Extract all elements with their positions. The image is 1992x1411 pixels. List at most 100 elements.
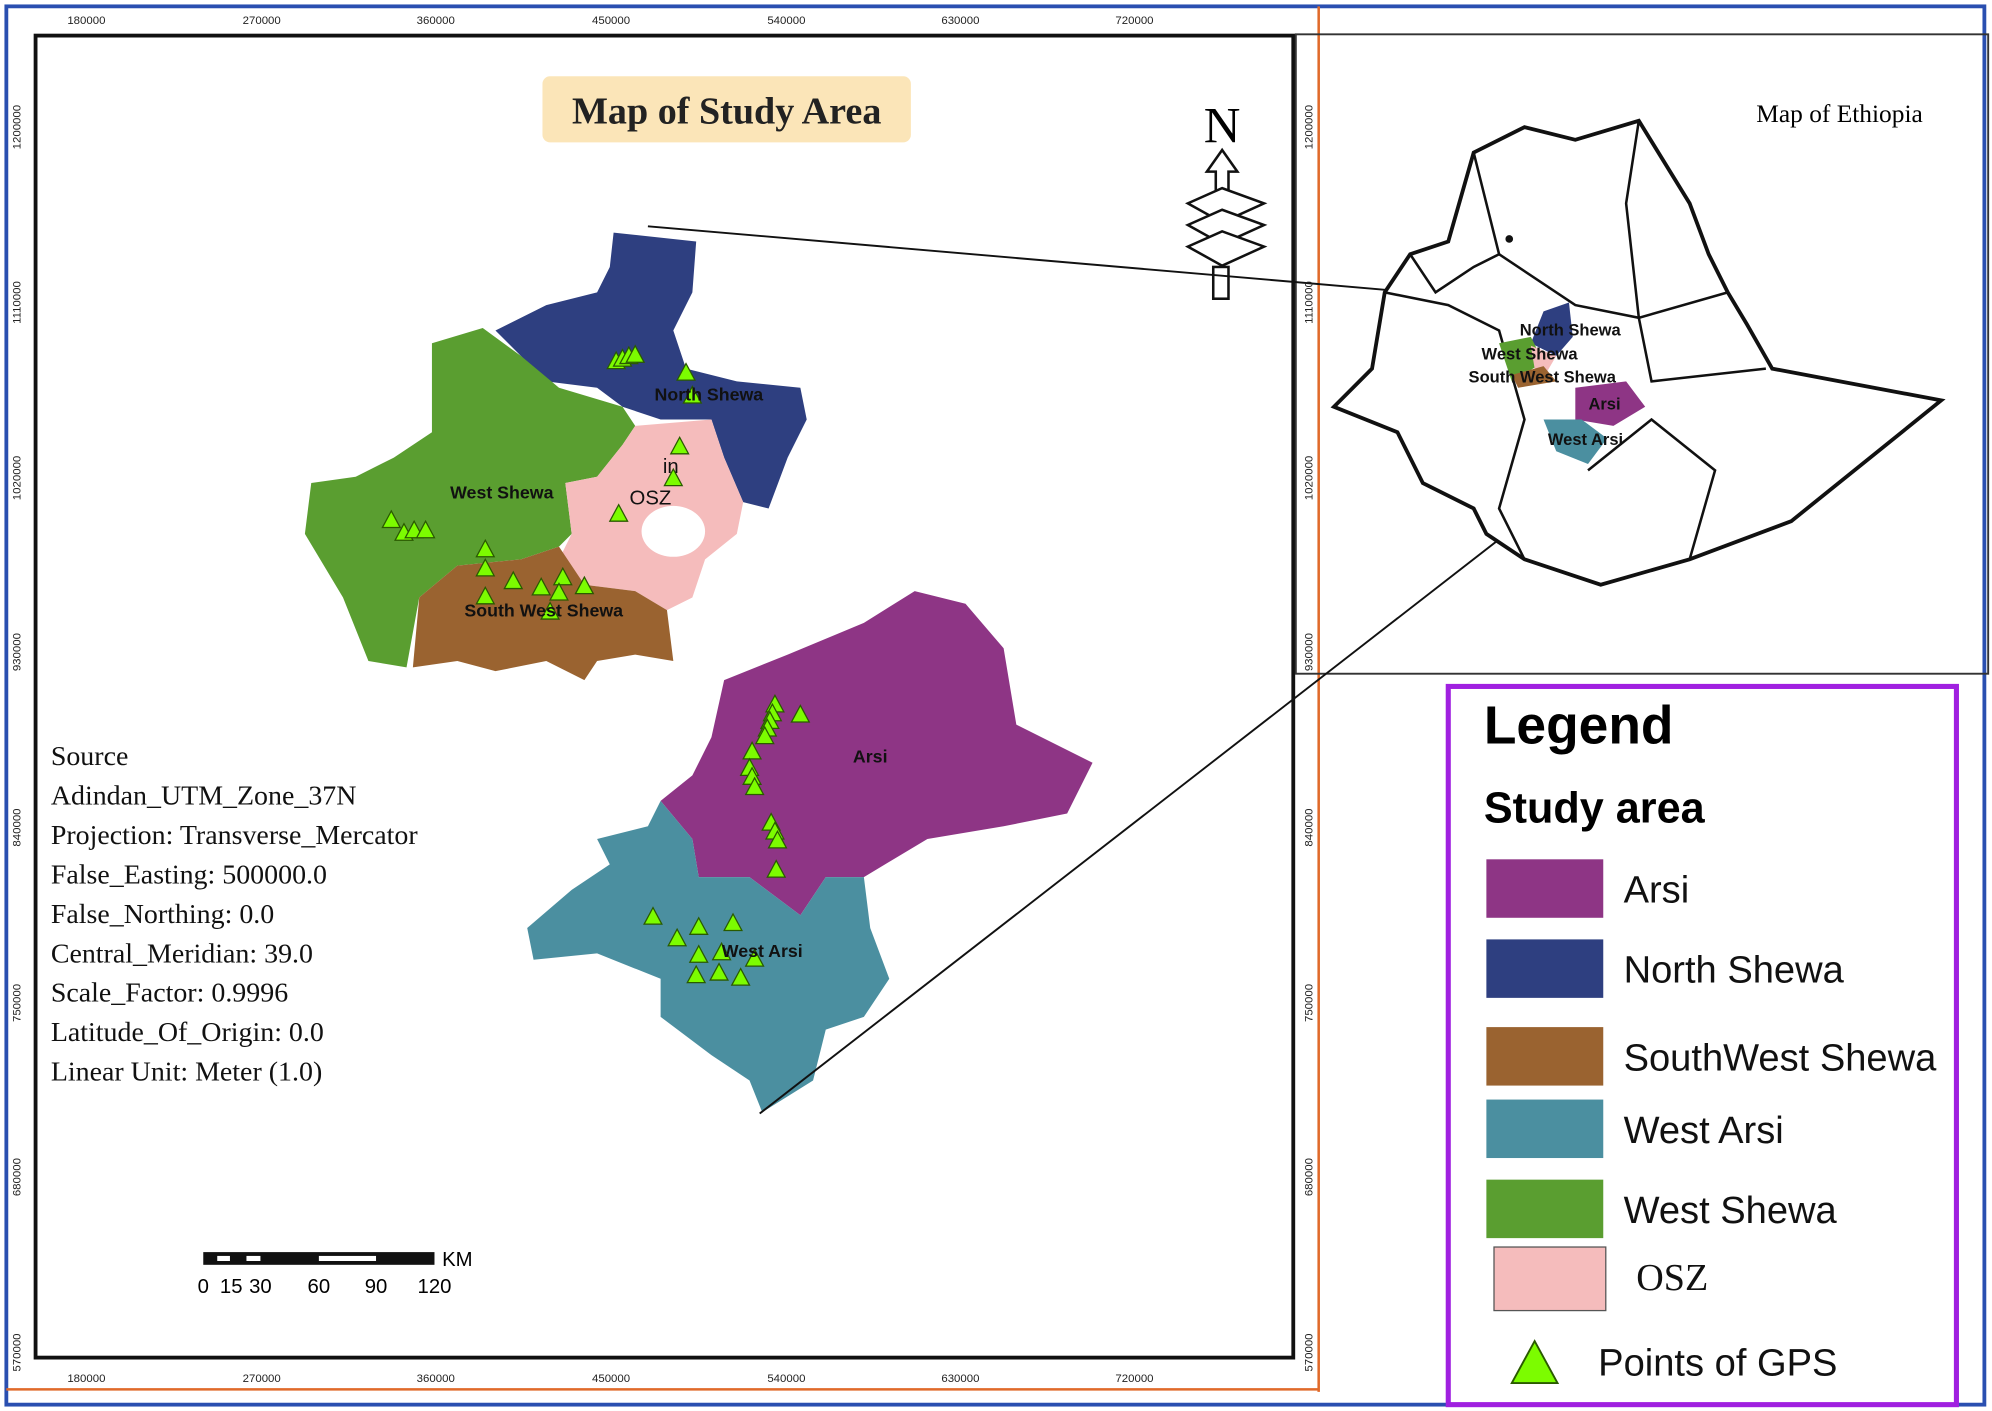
legend-swatch bbox=[1493, 1246, 1607, 1312]
source-line: Scale_Factor: 0.9996 bbox=[51, 978, 288, 1009]
x-tick-label: 450000 bbox=[592, 15, 630, 27]
region-label: OSZ bbox=[630, 488, 672, 510]
inset-label: South West Shewa bbox=[1469, 368, 1617, 387]
y-tick-label: 930000 bbox=[1303, 633, 1315, 671]
scale-label: 60 bbox=[308, 1276, 331, 1298]
region-label: North Shewa bbox=[655, 384, 764, 404]
region-label: in bbox=[663, 456, 679, 478]
y-tick-label: 930000 bbox=[11, 633, 23, 671]
legend-title: Legend bbox=[1484, 697, 1674, 756]
gps-point bbox=[415, 519, 436, 539]
gps-point bbox=[711, 941, 732, 961]
outer-frame bbox=[4, 4, 1987, 1407]
source-line: Linear Unit: Meter (1.0) bbox=[51, 1056, 322, 1087]
gps-point bbox=[552, 566, 573, 586]
inset-label: West Arsi bbox=[1548, 430, 1623, 449]
inset-label: West Shewa bbox=[1482, 345, 1579, 364]
legend-label: West Arsi bbox=[1624, 1109, 1784, 1152]
zoom-line bbox=[759, 469, 1589, 1115]
x-tick-label: 720000 bbox=[1115, 1373, 1153, 1385]
x-tick-label: 630000 bbox=[941, 15, 979, 27]
north-arrow: N bbox=[1184, 97, 1268, 300]
y-tick-label: 1110000 bbox=[1303, 281, 1315, 324]
ethiopia-map: Map of Ethiopia North Shewa West Shewa S… bbox=[1330, 100, 1946, 587]
y-tick-label: 840000 bbox=[1303, 808, 1315, 846]
source-line: Central_Meridian: 39.0 bbox=[51, 938, 313, 969]
gps-point bbox=[531, 577, 552, 596]
y-tick-label: 1020000 bbox=[11, 456, 23, 500]
region-label: South West Shewa bbox=[464, 601, 623, 621]
x-tick-label: 180000 bbox=[67, 15, 105, 27]
legend-swatch bbox=[1486, 1099, 1604, 1159]
x-tick-label: 360000 bbox=[417, 15, 455, 27]
x-tick-label: 540000 bbox=[767, 1373, 805, 1385]
region-west-arsi bbox=[527, 800, 890, 1113]
region-label: Arsi bbox=[853, 747, 888, 767]
x-tick-label: 270000 bbox=[243, 15, 281, 27]
inset-frame bbox=[1294, 33, 1990, 675]
gps-point bbox=[686, 964, 707, 984]
gps-point bbox=[754, 725, 775, 745]
y-tick-label: 1110000 bbox=[11, 281, 23, 324]
y-tick-label: 750000 bbox=[11, 984, 23, 1022]
y-tick-label: 680000 bbox=[1303, 1158, 1315, 1196]
scale-label: 90 bbox=[365, 1276, 388, 1298]
gps-point bbox=[744, 948, 765, 967]
legend-swatch bbox=[1486, 1179, 1604, 1239]
x-tick-label: 270000 bbox=[243, 1373, 281, 1385]
gps-point bbox=[742, 741, 763, 760]
gps-point bbox=[540, 601, 561, 620]
region-hole bbox=[641, 505, 706, 557]
scale-unit: KM bbox=[442, 1249, 472, 1271]
gps-point bbox=[767, 830, 788, 849]
y-tick-label: 1200000 bbox=[1303, 105, 1315, 149]
gps-point bbox=[682, 385, 703, 404]
gps-point bbox=[709, 962, 730, 981]
gps-point bbox=[744, 776, 765, 796]
y-tick-label: 570000 bbox=[1303, 1333, 1315, 1371]
gps-point bbox=[730, 967, 751, 986]
gps-point bbox=[381, 509, 402, 529]
gps-point bbox=[766, 859, 787, 878]
scale-bar: KM bbox=[203, 1249, 473, 1271]
source-line: Source bbox=[51, 741, 129, 772]
region-label: West Shewa bbox=[450, 482, 554, 502]
gps-point bbox=[475, 585, 496, 605]
gps-point bbox=[503, 570, 524, 590]
y-tick-label: 680000 bbox=[11, 1158, 23, 1196]
y-tick-label: 1200000 bbox=[11, 105, 23, 149]
x-tick-label: 630000 bbox=[941, 1373, 979, 1385]
gps-point bbox=[669, 435, 690, 455]
source-line: Projection: Transverse_Mercator bbox=[51, 820, 419, 851]
region-west-shewa bbox=[304, 327, 636, 668]
inset-label: Arsi bbox=[1588, 394, 1620, 413]
gps-points bbox=[381, 344, 811, 986]
map-title: Map of Study Area bbox=[572, 90, 881, 132]
gps-point bbox=[688, 944, 709, 963]
gps-point bbox=[643, 906, 663, 925]
scale-label: 15 bbox=[220, 1276, 243, 1298]
source-block: Source Adindan_UTM_Zone_37N Projection: Tr… bbox=[51, 741, 419, 1087]
x-tick-label: 540000 bbox=[767, 15, 805, 27]
gps-point bbox=[625, 344, 646, 363]
source-line: False_Northing: 0.0 bbox=[51, 899, 274, 930]
gps-point bbox=[608, 503, 629, 522]
legend-subtitle: Study area bbox=[1484, 784, 1706, 832]
gps-point bbox=[574, 575, 595, 595]
gps-point bbox=[549, 582, 569, 601]
x-tick-label: 360000 bbox=[417, 1373, 455, 1385]
y-tick-label: 750000 bbox=[1303, 984, 1315, 1022]
gps-point bbox=[475, 557, 496, 577]
inset-title: Map of Ethiopia bbox=[1756, 100, 1922, 128]
gps-point bbox=[676, 362, 696, 381]
region-label: West Arsi bbox=[722, 941, 803, 961]
x-tick-label: 450000 bbox=[592, 1373, 630, 1385]
north-label: N bbox=[1204, 97, 1241, 153]
legend-swatch bbox=[1486, 939, 1604, 998]
x-tick-label: 180000 bbox=[67, 1373, 105, 1385]
scale-label: 120 bbox=[418, 1276, 452, 1298]
scale-label: 0 bbox=[198, 1276, 209, 1298]
legend-gps-symbol bbox=[1510, 1339, 1560, 1384]
legend-label: North Shewa bbox=[1624, 949, 1845, 992]
source-line: False_Easting: 500000.0 bbox=[51, 859, 327, 890]
